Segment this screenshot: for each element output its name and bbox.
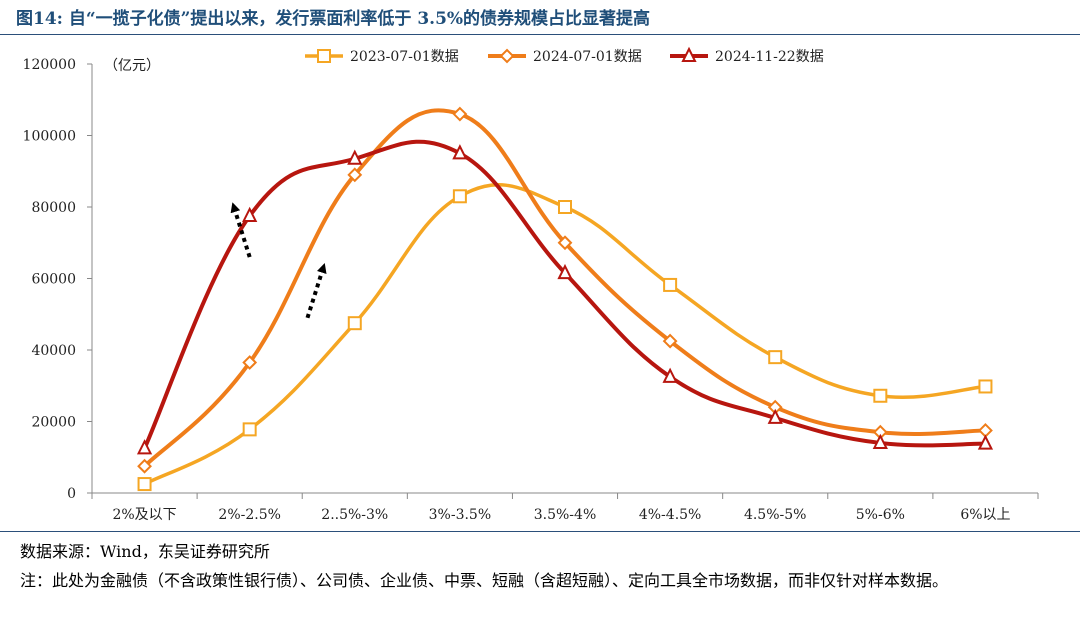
data-point — [242, 355, 258, 370]
y-tick-label: 40000 — [31, 343, 76, 359]
data-point — [347, 149, 363, 165]
y-tick-label: 20000 — [31, 415, 76, 431]
data-point — [452, 144, 468, 160]
series-markers — [136, 106, 994, 492]
legend-swatch-marker — [499, 48, 515, 64]
data-point — [347, 167, 363, 183]
data-point — [872, 433, 888, 449]
data-point — [452, 189, 467, 204]
series-lines — [142, 108, 988, 486]
chart-title: 图14: 自“一揽子化债”提出以来，发行票面利率低于 3.5%的债券规模占比显著… — [16, 9, 651, 29]
y-tick-label: 0 — [67, 486, 76, 502]
x-tick-label: 2%及以下 — [112, 507, 176, 523]
data-point — [136, 439, 153, 455]
legend-swatch-marker — [317, 49, 331, 63]
legend-entry: 2023-07-01数据 — [350, 49, 459, 65]
x-tick-label: 4%-4.5% — [639, 507, 702, 523]
annotation-arrow — [230, 202, 252, 258]
x-tick-label: 2%-2.5% — [218, 507, 281, 523]
y-tick-label: 60000 — [31, 272, 76, 288]
data-point — [873, 388, 888, 403]
data-point — [557, 263, 573, 280]
data-point — [557, 235, 573, 251]
data-point — [242, 422, 257, 437]
data-point — [662, 333, 678, 349]
source-text: 数据来源：Wind，东吴证券研究所 — [20, 542, 270, 561]
x-tick-label: 6%以上 — [960, 507, 1010, 523]
annotation-arrows — [230, 202, 327, 319]
data-point — [452, 106, 468, 122]
x-tick-label: 3%-3.5% — [429, 507, 492, 523]
legend: 2023-07-01数据 2024-07-01数据 2024-11-22数据 — [305, 46, 824, 65]
data-point — [242, 206, 258, 222]
series-line-2 — [142, 108, 988, 469]
legend-entry: 2024-11-22数据 — [715, 49, 824, 65]
legend-swatch-marker — [681, 46, 697, 62]
line-chart: 0 20000 40000 60000 80000 100000 120000 2%及以下 2%… — [23, 46, 1039, 523]
data-point — [978, 379, 993, 394]
y-tick-label: 80000 — [31, 200, 76, 216]
data-point — [137, 458, 152, 474]
x-tick-label: 3.5%-4% — [534, 507, 597, 523]
data-point — [558, 200, 572, 214]
y-tick-label: 120000 — [23, 57, 76, 73]
top-rule — [0, 34, 1080, 35]
series-line-3 — [142, 139, 988, 451]
y-axis-unit-label: （亿元） — [104, 58, 160, 74]
y-tick-label: 100000 — [23, 129, 76, 145]
data-point — [768, 350, 783, 365]
data-point — [137, 477, 152, 492]
data-point — [347, 316, 362, 331]
legend-entry: 2024-07-01数据 — [533, 49, 642, 65]
x-tick-label: 5%-6% — [856, 507, 905, 523]
data-point — [663, 277, 678, 292]
data-point — [662, 367, 678, 383]
note-text: 注：此处为金融债（不含政策性银行债）、公司债、企业债、中票、短融（含超短融）、定… — [20, 571, 949, 590]
bottom-rule — [0, 531, 1080, 532]
axes: 0 20000 40000 60000 80000 100000 120000 2%及以下 2%… — [23, 57, 1039, 523]
annotation-arrow — [305, 263, 327, 319]
data-point — [767, 408, 783, 424]
x-tick-label: 2..5%-3% — [321, 507, 388, 523]
x-tick-label: 4.5%-5% — [744, 507, 807, 523]
data-point — [977, 434, 994, 450]
